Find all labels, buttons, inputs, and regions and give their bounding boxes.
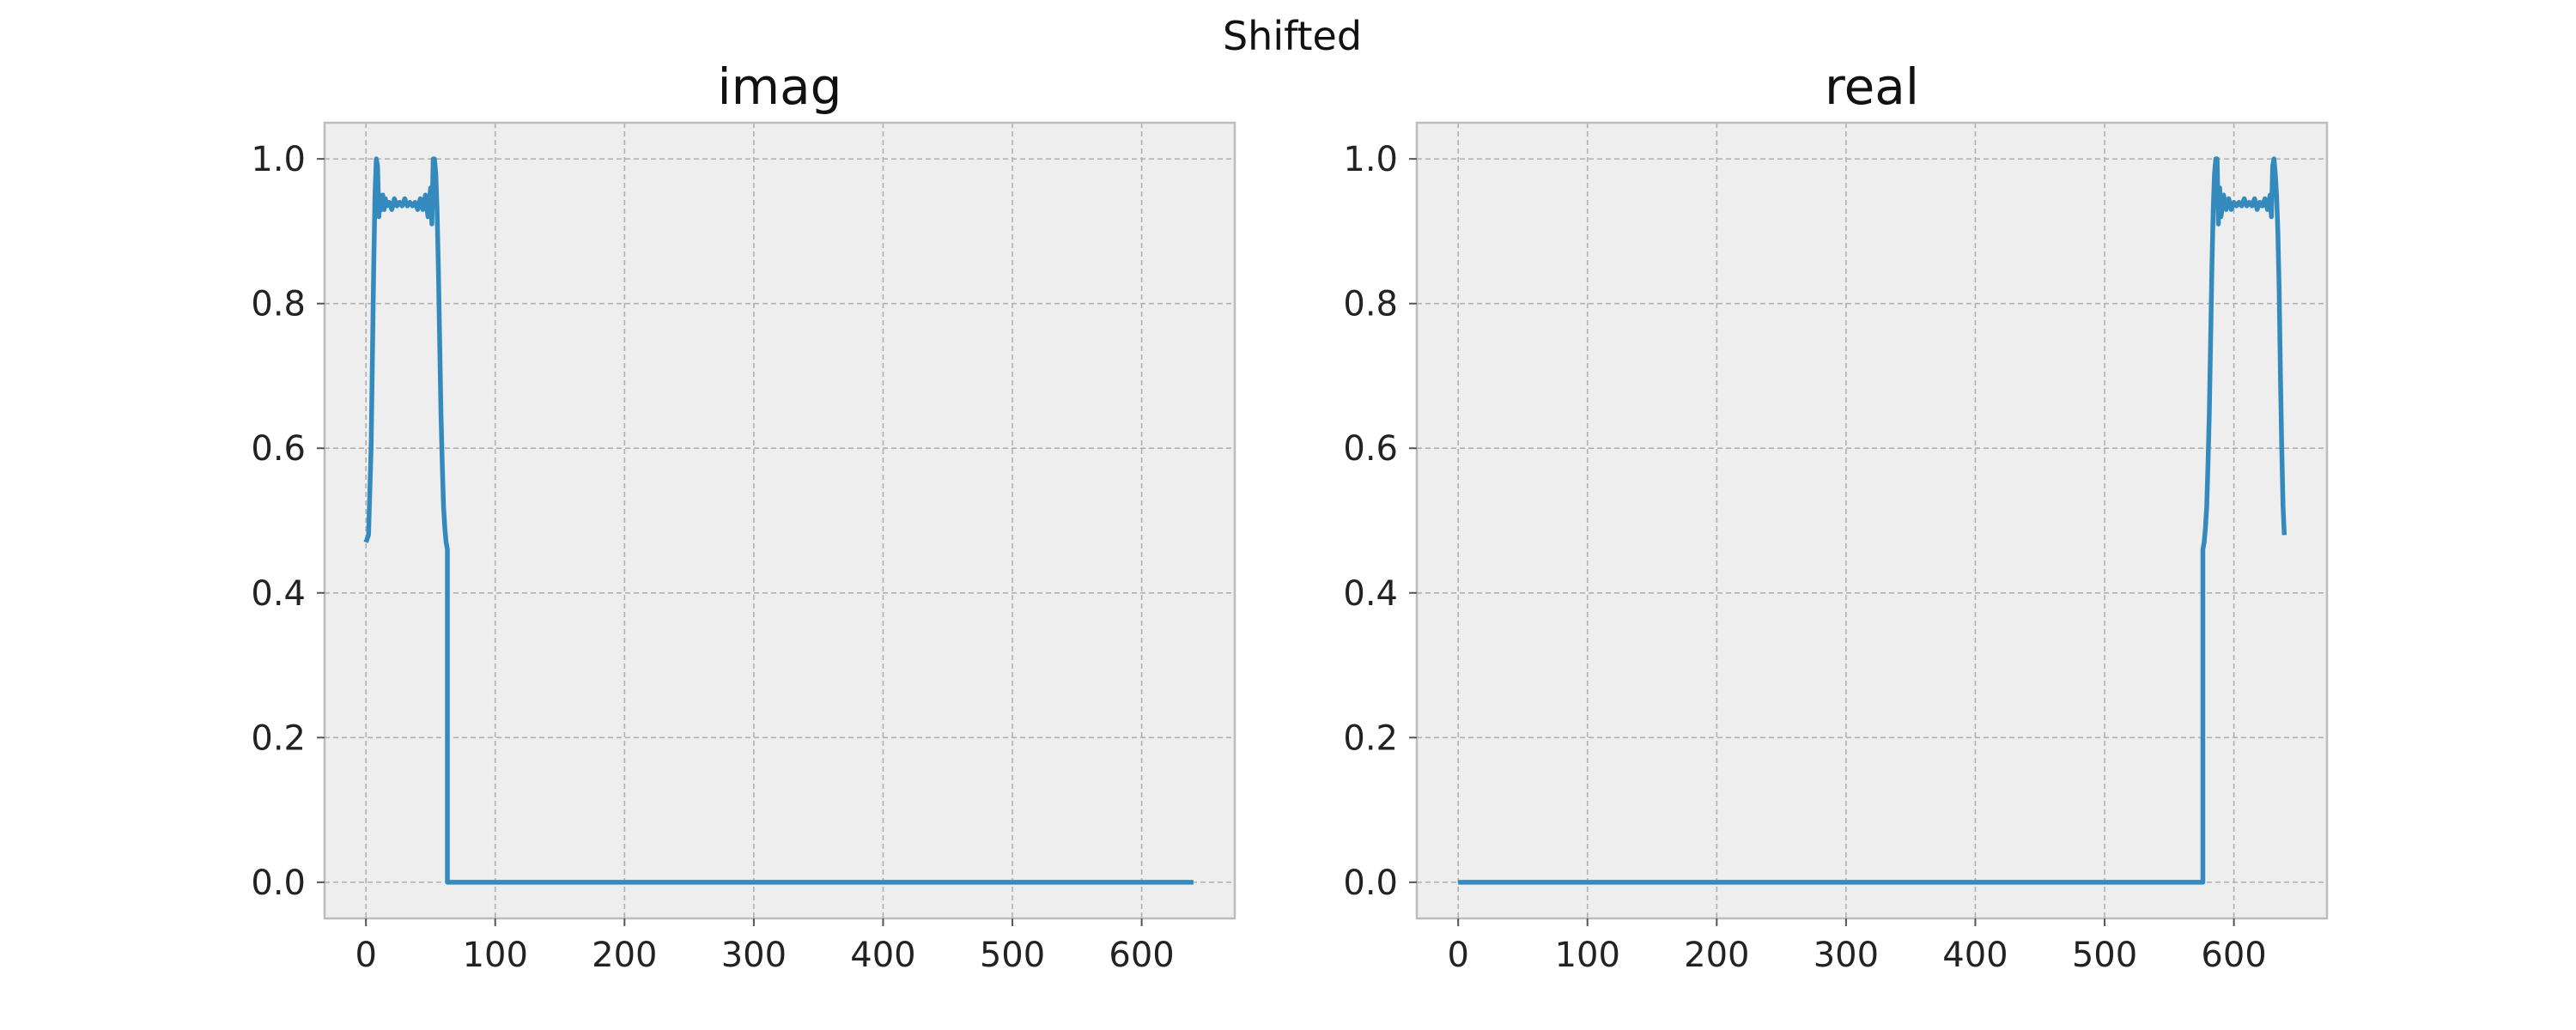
panel-imag-x-tick-label-0: 0	[355, 936, 376, 975]
panel-imag-x-tick-label-3: 300	[721, 936, 787, 975]
panel-real: 0 100 200 300 400 500 600 0.0 0.2 0.4 0.6 0.8 1.0 rea…	[1343, 58, 2329, 975]
panel-imag-x-tick-label-2: 200	[592, 936, 657, 975]
panel-imag-x-tick-label-5: 500	[980, 936, 1045, 975]
panel-imag-x-tick-label-4: 400	[850, 936, 915, 975]
figure-suptitle: Shifted	[1223, 13, 1362, 59]
panel-imag-x-tick-label-6: 600	[1109, 936, 1174, 975]
panel-imag-y-tick-label-5: 1.0	[251, 140, 306, 179]
panel-real-series-line	[1458, 156, 2287, 885]
panel-real-x-tick-label-5: 500	[2072, 936, 2137, 975]
panel-real-y-tick-label-1: 0.2	[1343, 718, 1398, 758]
panel-real-plot-area	[1417, 123, 2327, 918]
panel-imag-y-tick-label-2: 0.4	[251, 574, 306, 614]
panel-imag-x-tick-label-1: 100	[463, 936, 528, 975]
panel-imag-frame	[323, 121, 1236, 920]
panel-real-y-tick-label-5: 1.0	[1343, 140, 1398, 179]
panel-imag-y-tick-label-4: 0.8	[251, 285, 306, 324]
panel-real-y-tick-label-3: 0.6	[1343, 429, 1398, 469]
panel-imag-series-line	[363, 156, 1194, 885]
panel-imag-y-tick-label-3: 0.6	[251, 429, 306, 469]
panel-imag-title: imag	[718, 58, 842, 116]
panel-real-x-tick-label-4: 400	[1942, 936, 2008, 975]
panel-imag-y-tick-label-0: 0.0	[251, 863, 306, 903]
panel-real-y-tick-label-2: 0.4	[1343, 574, 1398, 614]
panel-imag: 0 100 200 300 400 500 600 0.0 0.2 0.4 0.6 0.8 1.0 ima…	[251, 58, 1236, 975]
panel-imag-plot-area	[325, 123, 1235, 918]
panel-real-title: real	[1825, 58, 1919, 116]
panel-real-x-tick-label-0: 0	[1447, 936, 1468, 975]
panel-real-y-tick-label-4: 0.8	[1343, 285, 1398, 324]
panel-imag-y-tick-label-1: 0.2	[251, 718, 306, 758]
panel-real-frame	[1415, 121, 2329, 920]
panel-real-x-tick-label-3: 300	[1814, 936, 1879, 975]
panel-real-x-tick-label-1: 100	[1555, 936, 1620, 975]
panel-real-x-tick-label-2: 200	[1684, 936, 1749, 975]
panel-real-x-tick-label-6: 600	[2201, 936, 2266, 975]
panel-real-y-tick-label-0: 0.0	[1343, 863, 1398, 903]
